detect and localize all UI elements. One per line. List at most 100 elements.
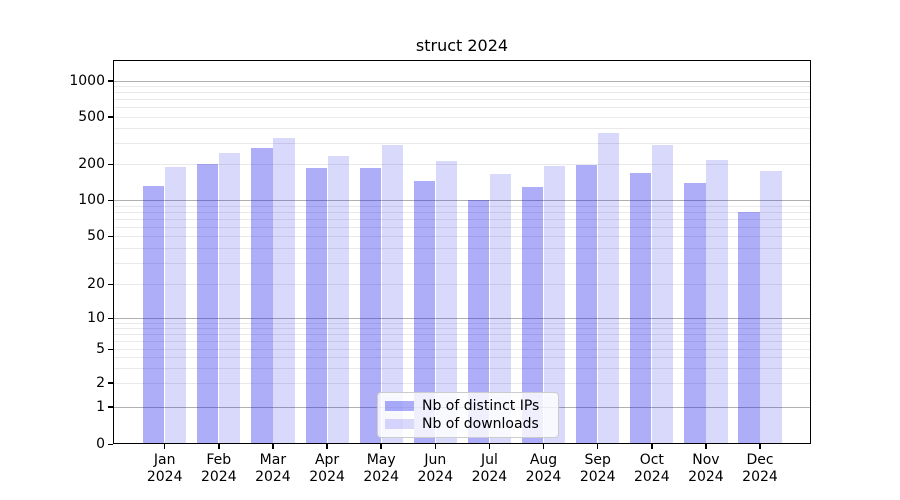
y-tick-label: 1000	[69, 72, 105, 89]
minor-gridline	[113, 334, 811, 336]
bar-distinct-ips-sep	[576, 164, 598, 444]
x-tick-label-mar: Mar 2024	[255, 452, 291, 485]
minor-gridline	[113, 262, 811, 264]
y-tick-label: 1	[96, 398, 105, 415]
minor-gridline	[113, 116, 811, 118]
minor-gridline	[113, 357, 811, 359]
chart-title: struct 2024	[415, 36, 509, 55]
y-tick-mark	[108, 163, 113, 165]
legend-swatch-downloads-icon	[385, 419, 414, 430]
minor-gridline	[113, 247, 811, 249]
minor-gridline	[113, 218, 811, 220]
minor-gridline	[113, 143, 811, 145]
bar-distinct-ips-mar	[251, 148, 273, 444]
bar-downloads-aug	[543, 166, 566, 444]
y-tick-label: 5	[96, 341, 105, 358]
y-tick-mark	[108, 443, 113, 445]
minor-gridline	[113, 107, 811, 109]
minor-gridline	[113, 86, 811, 88]
minor-gridline	[113, 284, 811, 285]
x-tick-label-dec: Dec 2024	[742, 452, 778, 485]
x-tick-label-jul: Jul 2024	[471, 452, 508, 485]
x-tick-label-sep: Sep 2024	[579, 452, 616, 485]
minor-gridline	[113, 226, 811, 228]
x-tick-mark	[488, 444, 491, 449]
legend-item-distinct-ips: Nb of distinct IPs	[385, 398, 551, 414]
x-tick-label-aug: Aug 2024	[525, 452, 562, 485]
minor-gridline	[113, 128, 811, 130]
x-tick-mark	[380, 444, 382, 449]
legend: Nb of distinct IPs Nb of downloads	[377, 392, 559, 438]
x-tick-label-jan: Jan 2024	[146, 452, 183, 485]
bar-distinct-ips-jun	[413, 180, 435, 444]
y-tick-label: 10	[87, 310, 105, 327]
bar-downloads-jul	[489, 174, 512, 444]
y-tick-label: 50	[87, 228, 105, 244]
x-tick-mark	[326, 444, 328, 449]
bar-distinct-ips-jul	[467, 199, 490, 444]
x-tick-label-jun: Jun 2024	[417, 452, 454, 485]
minor-gridline	[113, 328, 811, 330]
y-tick-mark	[108, 116, 113, 118]
minor-gridline	[113, 211, 811, 213]
x-tick-mark	[434, 444, 436, 449]
major-gridline	[113, 318, 811, 320]
bar-downloads-oct	[652, 144, 674, 444]
minor-gridline	[113, 382, 811, 384]
bar-distinct-ips-feb	[197, 164, 219, 444]
x-tick-mark	[759, 444, 761, 449]
x-tick-mark	[218, 444, 220, 449]
y-tick-mark	[108, 348, 113, 351]
y-tick-mark	[108, 199, 113, 201]
y-tick-mark	[108, 382, 113, 384]
bar-distinct-ips-apr	[305, 168, 327, 444]
bar-downloads-sep	[598, 132, 620, 444]
minor-gridline	[113, 205, 811, 207]
bar-distinct-ips-nov	[684, 182, 706, 444]
bar-distinct-ips-aug	[521, 186, 544, 444]
x-tick-mark	[651, 444, 653, 449]
bar-downloads-feb	[219, 153, 241, 444]
x-tick-label-feb: Feb 2024	[200, 452, 237, 485]
legend-label-downloads: Nb of downloads	[422, 416, 539, 433]
bar-downloads-may	[381, 144, 403, 444]
bar-downloads-mar	[273, 137, 295, 444]
x-tick-label-oct: Oct 2024	[633, 452, 670, 485]
legend-label-distinct-ips: Nb of distinct IPs	[422, 397, 540, 414]
x-tick-mark	[596, 444, 599, 449]
minor-gridline	[113, 164, 811, 165]
y-tick-label: 200	[78, 156, 105, 172]
y-tick-mark	[108, 317, 113, 320]
x-tick-label-nov: Nov 2024	[688, 452, 724, 485]
y-tick-label: 2	[96, 374, 105, 391]
minor-gridline	[113, 99, 811, 101]
bar-distinct-ips-oct	[630, 173, 652, 444]
minor-gridline	[113, 349, 811, 351]
x-tick-mark	[272, 444, 274, 449]
minor-gridline	[113, 92, 811, 94]
bar-downloads-nov	[706, 159, 728, 444]
x-tick-label-may: May 2024	[363, 452, 399, 485]
bar-downloads-jan	[165, 166, 187, 444]
bar-downloads-apr	[327, 156, 349, 444]
x-tick-mark	[542, 444, 545, 449]
y-tick-label: 0	[96, 436, 105, 452]
major-gridline	[113, 80, 811, 82]
axes-border	[113, 60, 811, 444]
bar-distinct-ips-dec	[738, 212, 760, 444]
y-tick-mark	[108, 80, 113, 82]
y-tick-mark	[108, 283, 113, 285]
minor-gridline	[113, 367, 811, 369]
minor-gridline	[113, 236, 811, 237]
bar-downloads-jun	[435, 161, 457, 444]
y-tick-label: 20	[87, 276, 105, 292]
x-tick-mark	[705, 444, 707, 449]
x-tick-mark	[163, 444, 166, 449]
legend-item-downloads: Nb of downloads	[385, 416, 551, 432]
y-tick-mark	[108, 406, 113, 408]
y-tick-label: 100	[78, 192, 105, 208]
major-gridline	[113, 200, 811, 201]
bar-distinct-ips-jan	[143, 186, 165, 444]
x-tick-label-apr: Apr 2024	[309, 452, 345, 485]
